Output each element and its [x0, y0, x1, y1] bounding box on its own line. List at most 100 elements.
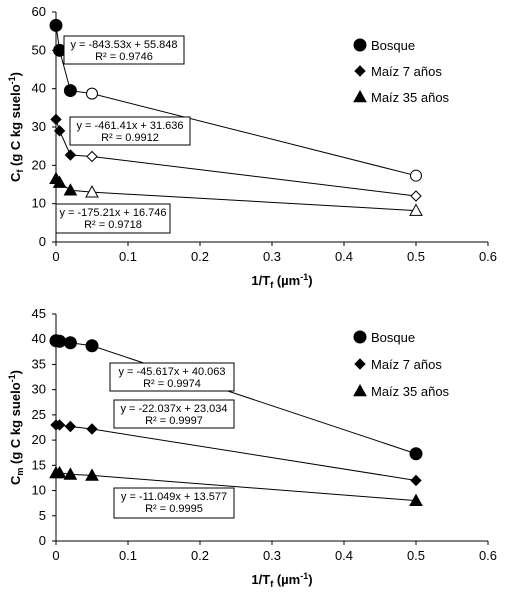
x-tick-label: 0.3: [263, 249, 281, 264]
y-tick-label: 60: [32, 4, 46, 19]
r-squared: R² = 0.9912: [101, 132, 159, 144]
series-circle: [49, 334, 423, 461]
y-tick-label: 40: [32, 331, 46, 346]
y-tick-label: 50: [32, 42, 46, 57]
series-diamond: [50, 419, 422, 487]
data-point: [409, 493, 423, 506]
data-point: [409, 447, 423, 461]
legend-marker: [353, 38, 367, 52]
y-axis-title: Cm (g C kg suelo-1): [7, 370, 25, 485]
data-point: [86, 423, 98, 435]
legend-marker: [354, 65, 366, 77]
data-point: [85, 468, 99, 481]
y-tick-label: 30: [32, 119, 46, 134]
data-point: [53, 334, 67, 348]
chart-2: 0 5 10 15 20 25 30 35 40 45 0 0.1 0.2 0.3 0.4 0.5 0.6 1/T…: [7, 306, 497, 589]
x-axis-title: 1/Tf (µm-1): [251, 272, 312, 290]
equation-box-frame: [55, 203, 171, 234]
trendline-equation: y = -45.617x + 40.063: [118, 366, 225, 378]
series-circle: [49, 18, 422, 182]
legend-item: Bosque: [353, 38, 415, 53]
legend-marker: [353, 383, 367, 397]
data-point: [53, 125, 66, 137]
r-squared: R² = 0.9997: [145, 415, 203, 427]
y-tick-label: 5: [39, 508, 46, 523]
chart-1: 0 10 20 30 40 50 60 0 0.1 0.2 0.3 0.4 0.5 0.6 1/Tf (µm…: [7, 4, 497, 290]
data-point-open: [410, 169, 422, 182]
y-tick-label: 30: [32, 382, 46, 397]
x-tick-label: 0.4: [335, 249, 353, 264]
legend-item: Maíz 7 años: [354, 357, 442, 372]
legend-marker: [353, 89, 367, 103]
series-triangle: [49, 465, 423, 506]
y-tick-label: 20: [32, 157, 46, 172]
x-tick-label: 0.2: [191, 249, 209, 264]
x-tick-label: 0.5: [407, 548, 425, 563]
data-point: [63, 183, 78, 196]
x-tick-label: 0: [52, 249, 59, 264]
trendline-equation: y = -175.21x + 16.746: [59, 207, 166, 219]
x-tick-label: 0.1: [119, 249, 137, 264]
r-squared: R² = 0.9974: [143, 378, 201, 390]
equation-box-frame: [113, 399, 235, 429]
series-line: [56, 424, 417, 481]
x-tick-label: 0: [52, 548, 59, 563]
y-tick-label: 0: [39, 234, 46, 249]
y-tick-label: 40: [32, 81, 46, 96]
data-point-open: [85, 185, 99, 198]
y-tick-label: 10: [32, 196, 46, 211]
legend-item: Maíz 7 años: [354, 64, 442, 79]
legend-label: Maíz 35 años: [371, 384, 450, 399]
series-triangle: [49, 171, 423, 216]
data-point: [63, 467, 78, 480]
trendline-equation: y = -22.037x + 23.034: [120, 403, 227, 415]
data-point: [63, 84, 77, 98]
data-point: [53, 419, 66, 431]
x-tick-label: 0.6: [479, 548, 497, 563]
data-point-open: [86, 150, 98, 163]
legend-item: Maíz 35 años: [353, 89, 450, 105]
y-tick-label: 35: [32, 356, 46, 371]
data-point: [64, 149, 77, 161]
y-tick-label: 45: [32, 306, 46, 321]
r-squared: R² = 0.9746: [95, 51, 153, 63]
data-point: [52, 465, 67, 479]
trendline-equation: y = -11.049x + 13.577: [121, 491, 227, 503]
series-line: [55, 340, 417, 455]
trendline-equation: y = -461.41x + 31.636: [76, 120, 183, 132]
equation-box-frame: [69, 116, 191, 146]
data-point-open: [410, 190, 422, 202]
equation-box-frame: [113, 487, 235, 519]
data-point: [52, 175, 67, 188]
legend-label: Bosque: [371, 330, 415, 345]
data-point-open: [86, 87, 98, 100]
x-tick-label: 0.5: [407, 249, 425, 264]
data-point: [50, 113, 62, 126]
legend-label: Maíz 7 años: [371, 64, 442, 79]
legend-item: Maíz 35 años: [353, 383, 450, 399]
legend-label: Maíz 7 años: [371, 357, 442, 372]
equation-box-frame: [109, 362, 235, 392]
x-tick-label: 0.4: [335, 548, 353, 563]
data-point: [85, 339, 99, 353]
data-point-open: [409, 203, 423, 216]
series-line: [56, 472, 417, 502]
r-squared: R² = 0.9718: [84, 219, 142, 231]
y-tick-label: 10: [32, 483, 46, 498]
x-tick-label: 0.1: [119, 548, 137, 563]
data-point: [410, 474, 422, 487]
equation-box-frame: [63, 35, 185, 65]
legend-marker: [354, 358, 366, 370]
x-tick-label: 0.6: [479, 249, 497, 264]
y-tick-label: 25: [32, 407, 46, 422]
legend-label: Maíz 35 años: [371, 90, 450, 105]
r-squared: R² = 0.9995: [145, 503, 203, 515]
data-point: [63, 336, 77, 350]
